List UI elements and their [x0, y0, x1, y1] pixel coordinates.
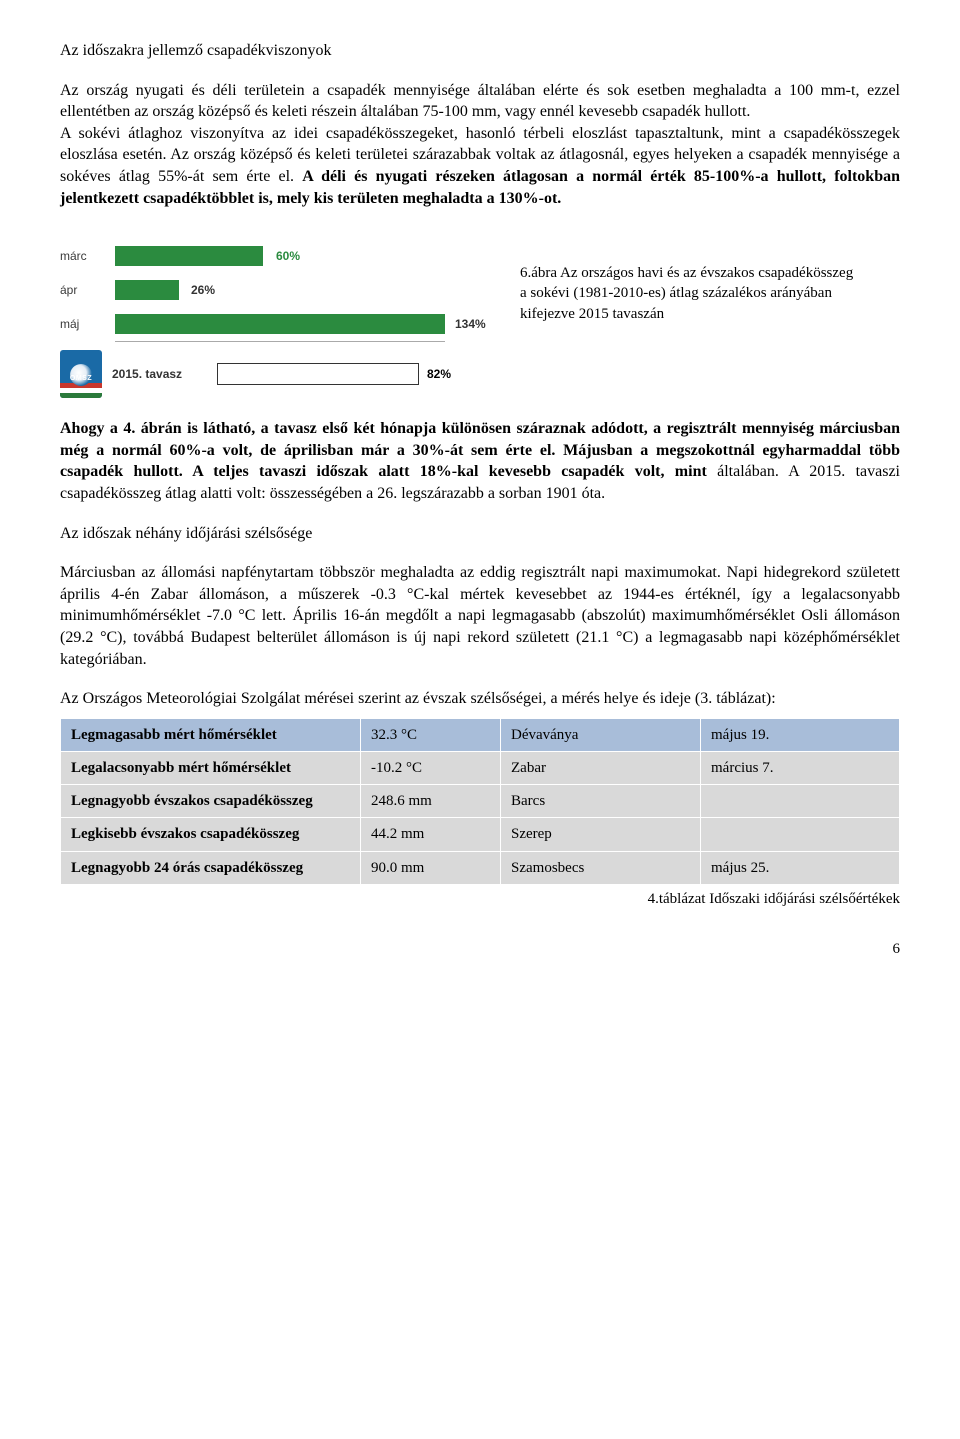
paragraph-table-intro: Az Országos Meteorológiai Szolgálat méré… — [60, 688, 900, 710]
cell-date — [701, 818, 900, 851]
bar-track-apr: 26% — [115, 273, 445, 307]
cell-location: Zabar — [501, 751, 701, 784]
row-label-marc: márc — [60, 248, 115, 264]
table-row: Legkisebb évszakos csapadékösszeg 44.2 m… — [61, 818, 900, 851]
chart-rows: márc 60% ápr 26% máj 134% — [60, 239, 490, 341]
season-pct: 82% — [427, 366, 451, 382]
table-caption: 4.táblázat Időszaki időjárási szélsőérté… — [60, 889, 900, 909]
cell-location: Szerep — [501, 818, 701, 851]
chart-caption-row: márc 60% ápr 26% máj 134% — [60, 239, 900, 398]
paragraph-chart-summary: Ahogy a 4. ábrán is látható, a tavasz el… — [60, 418, 900, 504]
season-label: 2015. tavasz — [112, 366, 207, 382]
omsz-logo-text: OMSZ — [70, 374, 92, 383]
bar-marc — [115, 246, 263, 266]
cell-label: Legmagasabb mért hőmérséklet — [61, 718, 361, 751]
season-bar-wrap: 82% — [217, 363, 451, 385]
extremes-table: Legmagasabb mért hőmérséklet 32.3 °C Dév… — [60, 718, 900, 885]
bar-track-maj: 134% — [115, 307, 445, 341]
cell-location: Szamosbecs — [501, 851, 701, 884]
cell-date — [701, 785, 900, 818]
omsz-logo: OMSZ — [60, 350, 102, 398]
precip-pct-chart: márc 60% ápr 26% máj 134% — [60, 239, 490, 398]
chart-divider — [115, 341, 445, 342]
chart-row-apr: ápr 26% — [60, 273, 490, 307]
table-row: Legnagyobb évszakos csapadékösszeg 248.6… — [61, 785, 900, 818]
cell-location: Barcs — [501, 785, 701, 818]
table-row: Legnagyobb 24 órás csapadékösszeg 90.0 m… — [61, 851, 900, 884]
bar-maj — [115, 314, 445, 334]
row-label-apr: ápr — [60, 282, 115, 298]
table-row: Legalacsonyabb mért hőmérséklet -10.2 °C… — [61, 751, 900, 784]
cell-location: Dévaványa — [501, 718, 701, 751]
bar-apr — [115, 280, 179, 300]
chart-row-marc: márc 60% — [60, 239, 490, 273]
cell-value: 90.0 mm — [361, 851, 501, 884]
paragraph-extremes-detail: Márciusban az állomási napfénytartam töb… — [60, 562, 900, 670]
cell-value: -10.2 °C — [361, 751, 501, 784]
season-bar — [217, 363, 419, 385]
cell-date: május 19. — [701, 718, 900, 751]
cell-value: 32.3 °C — [361, 718, 501, 751]
bar-track-marc: 60% — [115, 239, 445, 273]
para1-text: Az ország nyugati és déli területein a c… — [60, 82, 900, 121]
cell-value: 44.2 mm — [361, 818, 501, 851]
bar-pct-marc: 60% — [276, 248, 300, 264]
table-row: Legmagasabb mért hőmérséklet 32.3 °C Dév… — [61, 718, 900, 751]
bar-pct-maj: 134% — [455, 316, 486, 332]
cell-date: március 7. — [701, 751, 900, 784]
cell-label: Legnagyobb 24 órás csapadékösszeg — [61, 851, 361, 884]
heading-extremes: Az időszak néhány időjárási szélsősége — [60, 523, 900, 545]
chart-caption: 6.ábra Az országos havi és az évszakos c… — [520, 263, 860, 324]
heading-precipitation: Az időszakra jellemző csapadékviszonyok — [60, 40, 900, 62]
cell-label: Legnagyobb évszakos csapadékösszeg — [61, 785, 361, 818]
page-number: 6 — [60, 939, 900, 959]
cell-value: 248.6 mm — [361, 785, 501, 818]
cell-label: Legkisebb évszakos csapadékösszeg — [61, 818, 361, 851]
chart-row-maj: máj 134% — [60, 307, 490, 341]
cell-date: május 25. — [701, 851, 900, 884]
paragraph-precip-overview: Az ország nyugati és déli területein a c… — [60, 80, 900, 210]
cell-label: Legalacsonyabb mért hőmérséklet — [61, 751, 361, 784]
chart-footer: OMSZ 2015. tavasz 82% — [60, 350, 490, 398]
bar-pct-apr: 26% — [191, 282, 215, 298]
row-label-maj: máj — [60, 316, 115, 332]
